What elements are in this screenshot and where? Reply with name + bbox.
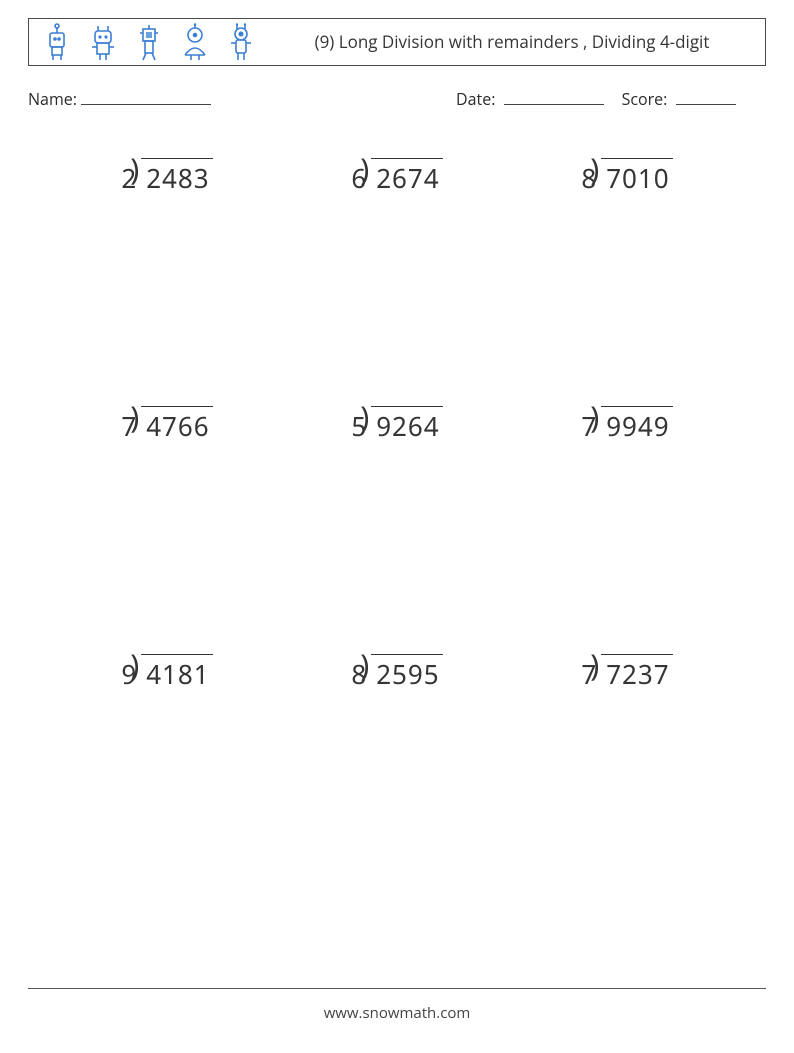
problem-9: 7 )7237 <box>512 654 742 692</box>
problem-3: 8 )7010 <box>512 158 742 196</box>
problem-8: 8 )2595 <box>282 654 512 692</box>
dividend: 9264 <box>371 406 443 444</box>
dividend: 7010 <box>601 158 673 196</box>
division-bracket-icon: ) <box>360 650 370 680</box>
worksheet-title: (9) Long Division with remainders , Divi… <box>259 19 765 65</box>
robot-icon-3 <box>131 22 167 62</box>
dividend: 2595 <box>371 654 443 692</box>
footer: www.snowmath.com <box>0 988 794 1023</box>
robot-icon-5 <box>223 22 259 62</box>
footer-url: www.snowmath.com <box>324 1003 471 1023</box>
division-bracket-icon: ) <box>360 154 370 184</box>
robot-icon-2 <box>85 22 121 62</box>
dividend: 4181 <box>141 654 213 692</box>
worksheet-page: (9) Long Division with remainders , Divi… <box>0 0 794 1053</box>
header-box: (9) Long Division with remainders , Divi… <box>28 18 766 66</box>
division-bracket-icon: ) <box>590 402 600 432</box>
info-row: Name: Date: Score: <box>28 88 766 110</box>
date-blank[interactable] <box>504 88 604 105</box>
division-bracket-icon: ) <box>590 154 600 184</box>
division-bracket-icon: ) <box>130 650 140 680</box>
division-bracket-icon: ) <box>130 402 140 432</box>
dividend: 2483 <box>141 158 213 196</box>
problem-6: 7 )9949 <box>512 406 742 444</box>
problem-7: 9 )4181 <box>52 654 282 692</box>
name-label: Name: <box>28 88 77 110</box>
dividend: 4766 <box>141 406 213 444</box>
name-blank[interactable] <box>81 88 211 105</box>
score-label: Score: <box>622 88 668 110</box>
score-blank[interactable] <box>676 88 736 105</box>
problem-4: 7 )4766 <box>52 406 282 444</box>
dividend: 9949 <box>601 406 673 444</box>
division-bracket-icon: ) <box>130 154 140 184</box>
dividend: 7237 <box>601 654 673 692</box>
dividend: 2674 <box>371 158 443 196</box>
problem-5: 5 )9264 <box>282 406 512 444</box>
robot-icon-4 <box>177 22 213 62</box>
problems-grid: 2 )2483 6 )2674 8 )7010 7 )4766 5 <box>28 158 766 692</box>
division-bracket-icon: ) <box>590 650 600 680</box>
footer-divider <box>28 988 766 989</box>
division-bracket-icon: ) <box>360 402 370 432</box>
problem-2: 6 )2674 <box>282 158 512 196</box>
problem-1: 2 )2483 <box>52 158 282 196</box>
robot-icon-row <box>29 19 259 65</box>
robot-icon-1 <box>39 22 75 62</box>
date-label: Date: <box>456 88 495 110</box>
